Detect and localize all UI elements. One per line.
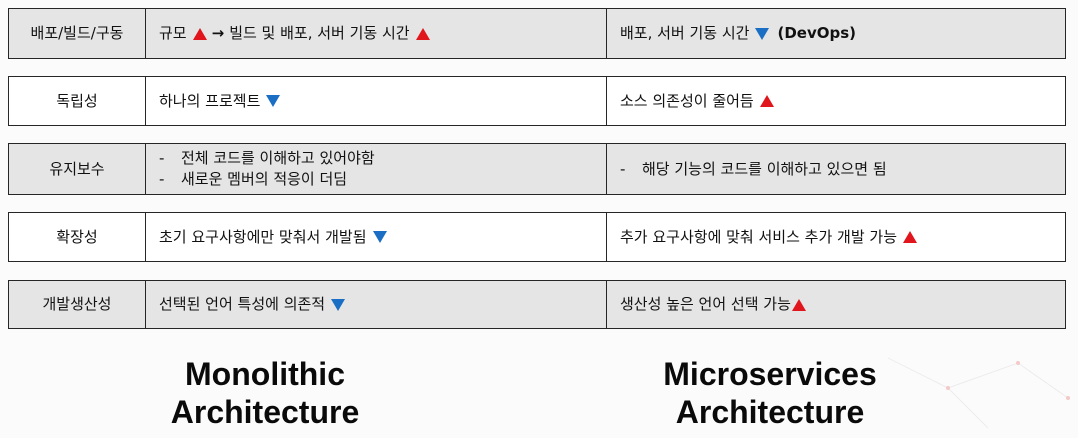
monolithic-text: 초기 요구사항에만 맞춰서 개발됨 [159, 227, 367, 246]
list-item: - 전체 코드를 이해하고 있어야함 [159, 148, 375, 169]
monolithic-cell: 선택된 언어 특성에 의존적 [146, 281, 607, 328]
monolithic-text: 선택된 언어 특성에 의존적 [159, 295, 326, 313]
blue-down-triangle-icon [755, 27, 770, 40]
microservices-cell: 소스 의존성이 줄어듬 [607, 77, 1065, 125]
caption-line: Monolithic [185, 356, 345, 392]
devops-note: (DevOps) [777, 24, 857, 42]
blue-down-triangle-icon [266, 95, 281, 107]
red-up-triangle-icon [759, 95, 774, 107]
red-up-triangle-icon [791, 298, 806, 311]
microservices-cell: 추가 요구사항에 맞춰 서비스 추가 개발 가능 [607, 213, 1065, 261]
red-up-triangle-icon [903, 231, 918, 243]
monolithic-text-continued: 빌드 및 배포, 서버 기동 시간 [229, 24, 410, 42]
microservices-cell: - 해당 기능의 코드를 이해하고 있으면 됨 [607, 144, 1065, 194]
microservices-text: 배포, 서버 기동 시간 [620, 24, 750, 42]
row-label-cell: 확장성 [9, 213, 146, 261]
caption-line: Architecture [170, 394, 360, 430]
red-up-triangle-icon [192, 27, 207, 40]
list-item-text: 전체 코드를 이해하고 있어야함 [181, 149, 375, 167]
monolithic-text: 규모 [159, 24, 187, 42]
bullet-marker: - [620, 159, 626, 178]
monolithic-text: 하나의 프로젝트 [159, 91, 261, 110]
microservices-text: 생산성 높은 언어 선택 가능 [620, 295, 791, 313]
comparison-row-independence: 독립성 하나의 프로젝트 소스 의존성이 줄어듬 [8, 76, 1066, 126]
microservices-text: 소스 의존성이 줄어듬 [620, 91, 754, 110]
row-label: 개발생산성 [42, 295, 112, 313]
monolithic-cell: 규모 → 빌드 및 배포, 서버 기동 시간 [146, 9, 607, 58]
list-item: - 해당 기능의 코드를 이해하고 있으면 됨 [620, 159, 887, 180]
row-label: 유지보수 [49, 159, 105, 178]
right-arrow-icon: → [211, 24, 225, 42]
bullet-list: - 전체 코드를 이해하고 있어야함 - 새로운 멤버의 적응이 더딤 [159, 148, 375, 190]
comparison-row-productivity: 개발생산성 선택된 언어 특성에 의존적 생산성 높은 언어 선택 가능 [8, 280, 1066, 329]
blue-down-triangle-icon [331, 298, 346, 311]
row-label-cell: 배포/빌드/구동 [9, 9, 146, 58]
caption-line: Architecture [675, 394, 865, 430]
blue-down-triangle-icon [372, 231, 387, 243]
monolithic-cell: - 전체 코드를 이해하고 있어야함 - 새로운 멤버의 적응이 더딤 [146, 144, 607, 194]
monolithic-cell: 초기 요구사항에만 맞춰서 개발됨 [146, 213, 607, 261]
list-item-text: 해당 기능의 코드를 이해하고 있으면 됨 [642, 159, 887, 178]
bullet-marker: - [159, 170, 165, 188]
comparison-row-scalability: 확장성 초기 요구사항에만 맞춰서 개발됨 추가 요구사항에 맞춰 서비스 추가… [8, 212, 1066, 262]
row-label: 배포/빌드/구동 [30, 24, 124, 42]
microservices-architecture-caption: Microservices Architecture [625, 355, 915, 431]
red-up-triangle-icon [415, 27, 430, 40]
caption-line: Microservices [663, 356, 877, 392]
monolithic-architecture-caption: Monolithic Architecture [125, 355, 405, 431]
comparison-row-deploy: 배포/빌드/구동 규모 → 빌드 및 배포, 서버 기동 시간 배포, 서버 기… [8, 8, 1066, 59]
row-label-cell: 유지보수 [9, 144, 146, 194]
microservices-text: 추가 요구사항에 맞춰 서비스 추가 개발 가능 [620, 227, 898, 246]
monolithic-cell: 하나의 프로젝트 [146, 77, 607, 125]
row-label-cell: 독립성 [9, 77, 146, 125]
microservices-cell: 배포, 서버 기동 시간 (DevOps) [607, 9, 1065, 58]
row-label: 독립성 [56, 91, 98, 110]
microservices-cell: 생산성 높은 언어 선택 가능 [607, 281, 1065, 328]
bullet-marker: - [159, 149, 165, 167]
list-item: - 새로운 멤버의 적응이 더딤 [159, 169, 375, 190]
comparison-row-maintenance: 유지보수 - 전체 코드를 이해하고 있어야함 - 새로운 멤버의 적응이 더딤… [8, 143, 1066, 195]
row-label: 확장성 [56, 227, 98, 246]
list-item-text: 새로운 멤버의 적응이 더딤 [181, 170, 348, 188]
row-label-cell: 개발생산성 [9, 281, 146, 328]
